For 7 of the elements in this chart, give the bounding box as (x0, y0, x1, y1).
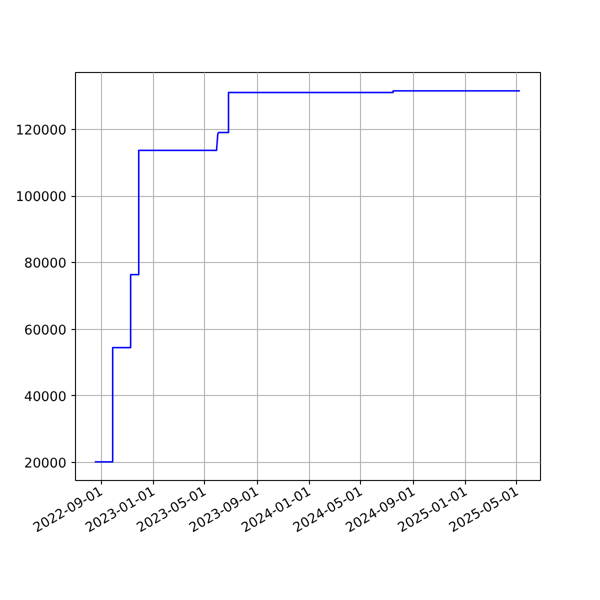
y-tick-label: 80000 (24, 256, 67, 272)
line-series (94, 90, 521, 463)
y-tick-label: 60000 (24, 323, 67, 338)
y-tick-label: 100000 (16, 190, 67, 206)
y-tick-label: 40000 (24, 390, 67, 405)
y-tick-label: 120000 (16, 123, 67, 138)
y-tick-label: 20000 (24, 456, 67, 472)
